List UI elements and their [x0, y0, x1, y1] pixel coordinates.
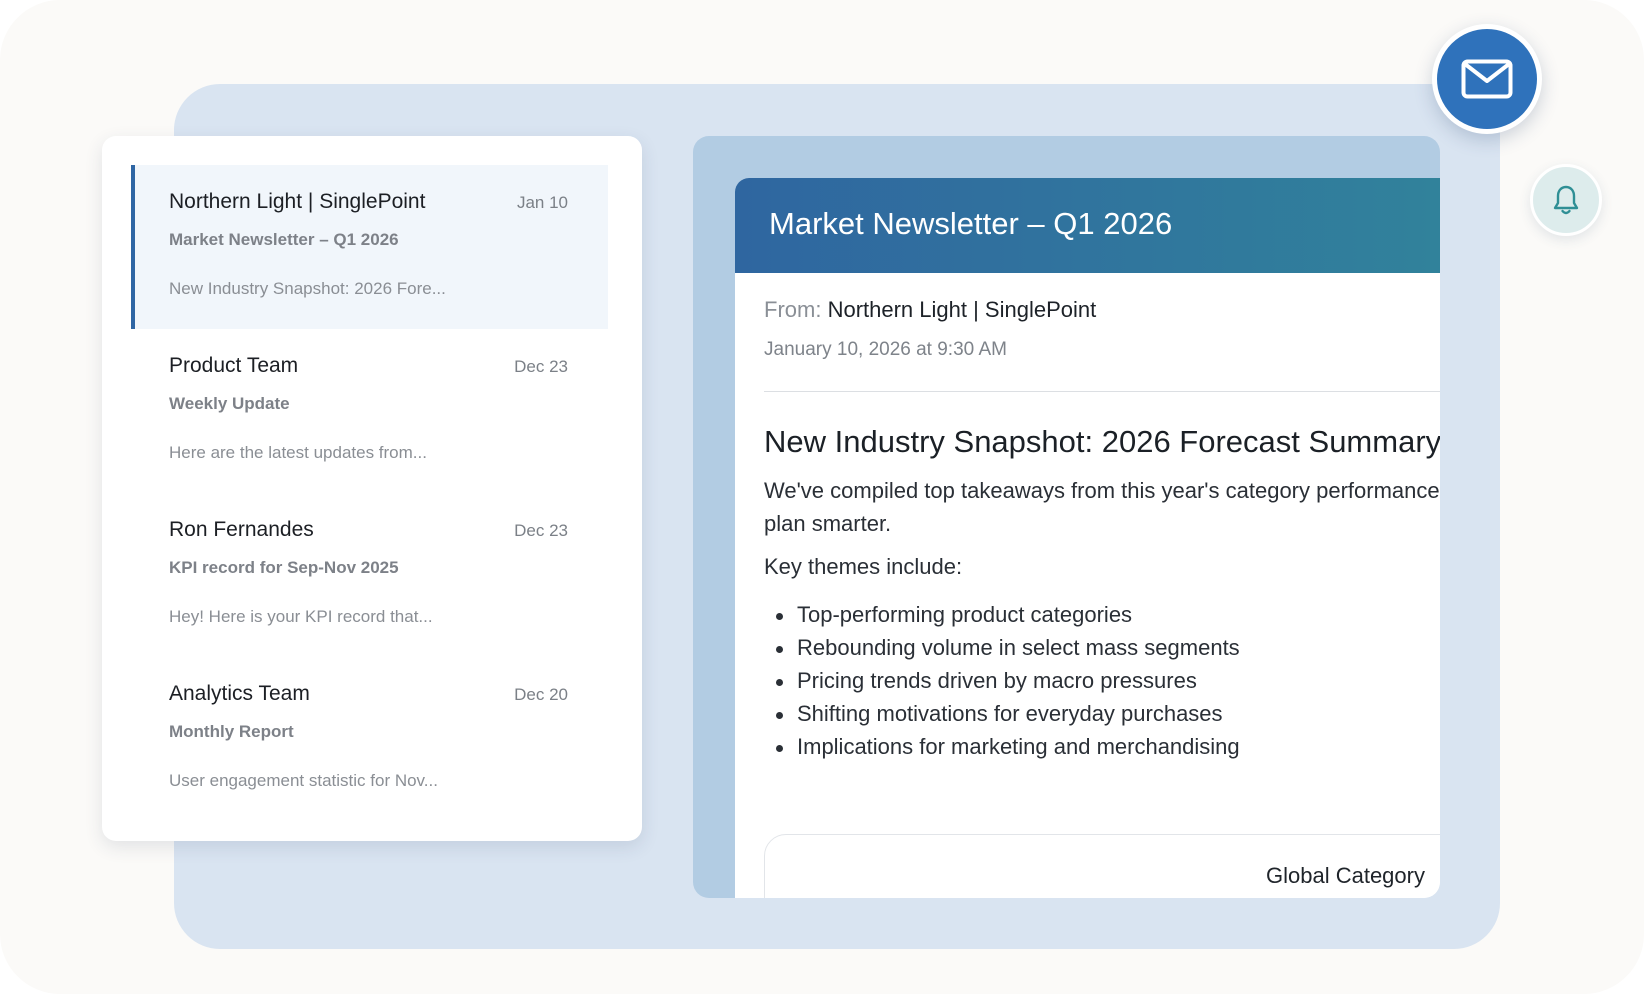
mail-sender: Analytics Team: [169, 682, 310, 705]
mail-subject: Weekly Update: [169, 394, 290, 413]
envelope-icon: [1461, 59, 1513, 99]
chart-preview-card: Global Category: [764, 834, 1440, 898]
mail-list-item[interactable]: Ron Fernandes Dec 23 KPI record for Sep-…: [131, 493, 608, 657]
inbox-list: Northern Light | SinglePoint Jan 10 Mark…: [102, 136, 642, 841]
theme-item: Pricing trends driven by macro pressures: [764, 664, 1440, 697]
intro-line: We've compiled top takeaways from this y…: [764, 478, 1440, 503]
mail-preview: Hey! Here is your KPI record that...: [169, 607, 433, 626]
intro-line: plan smarter.: [764, 511, 892, 536]
mail-sender: Northern Light | SinglePoint: [169, 190, 426, 213]
from-label: From:: [764, 297, 822, 322]
from-name: Northern Light | SinglePoint: [827, 297, 1097, 322]
mail-subject: Monthly Report: [169, 722, 294, 741]
chart-card-title: Global Category: [1266, 863, 1425, 888]
mail-preview: Here are the latest updates from...: [169, 443, 427, 462]
themes-list: Top-performing product categories Reboun…: [764, 598, 1440, 763]
email-title: Market Newsletter – Q1 2026: [769, 206, 1173, 241]
reading-pane: Market Newsletter – Q1 2026 From: Northe…: [693, 136, 1440, 898]
email-intro: We've compiled top takeaways from this y…: [764, 474, 1440, 540]
email-body: From: Northern Light | SinglePoint Janua…: [735, 273, 1440, 763]
mail-subject: Market Newsletter – Q1 2026: [169, 230, 399, 249]
mail-date: Dec 20: [514, 685, 568, 704]
mail-item-header: Ron Fernandes Dec 23: [169, 518, 568, 542]
email-view: Market Newsletter – Q1 2026 From: Northe…: [735, 178, 1440, 898]
theme-item: Top-performing product categories: [764, 598, 1440, 631]
mail-date: Dec 23: [514, 521, 568, 540]
themes-label: Key themes include:: [764, 554, 963, 579]
divider: [764, 391, 1440, 392]
mail-list-item[interactable]: Northern Light | SinglePoint Jan 10 Mark…: [131, 165, 608, 329]
theme-item: Shifting motivations for everyday purcha…: [764, 697, 1440, 730]
email-headline: New Industry Snapshot: 2026 Forecast Sum…: [764, 424, 1440, 459]
theme-item: Rebounding volume in select mass segment…: [764, 631, 1440, 664]
mail-list-item[interactable]: Product Team Dec 23 Weekly Update Here a…: [131, 329, 608, 493]
mail-date: Dec 23: [514, 357, 568, 376]
mail-sender: Ron Fernandes: [169, 518, 314, 541]
mail-subject: KPI record for Sep-Nov 2025: [169, 558, 399, 577]
mail-preview: User engagement statistic for Nov...: [169, 771, 438, 790]
sent-timestamp: January 10, 2026 at 9:30 AM: [764, 339, 1007, 360]
mail-item-header: Northern Light | SinglePoint Jan 10: [169, 190, 568, 214]
email-header: Market Newsletter – Q1 2026: [735, 178, 1440, 273]
notifications-button[interactable]: [1530, 164, 1602, 236]
mail-preview: New Industry Snapshot: 2026 Fore...: [169, 279, 446, 298]
mail-item-header: Analytics Team Dec 20: [169, 682, 568, 706]
from-line: From: Northern Light | SinglePoint: [764, 297, 1440, 323]
theme-item: Implications for marketing and merchandi…: [764, 730, 1440, 763]
mail-button[interactable]: [1432, 24, 1542, 134]
mail-list-item[interactable]: Analytics Team Dec 20 Monthly Report Use…: [131, 657, 608, 821]
mail-date: Jan 10: [516, 193, 568, 212]
mail-sender: Product Team: [169, 354, 299, 377]
mail-item-header: Product Team Dec 23: [169, 354, 568, 378]
bell-icon: [1553, 185, 1579, 215]
